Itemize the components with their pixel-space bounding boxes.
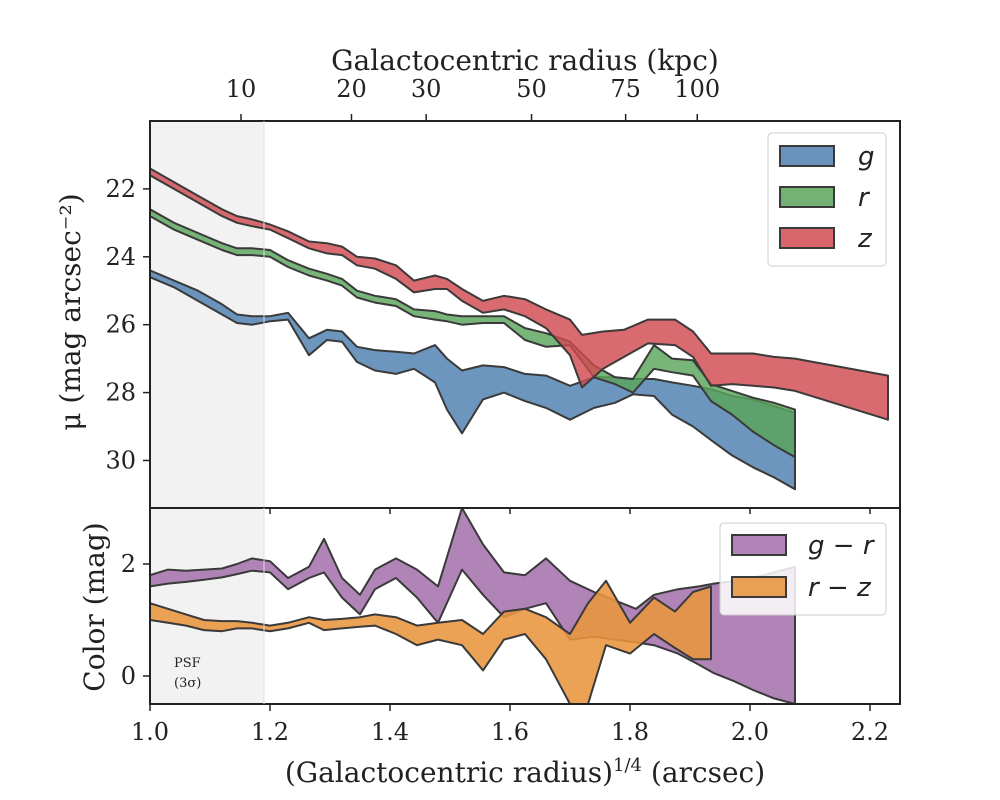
top-y-ticks: 22 24 26 28 30 [105, 175, 150, 474]
kpc-tick-label: 20 [336, 75, 367, 103]
legend-label-g-minus-r: g − r [808, 531, 876, 561]
legend-swatch-g [779, 145, 835, 167]
y-tick-label: 0 [121, 662, 136, 690]
psf-annotation-line1: PSF [174, 656, 201, 671]
x-tick-label: 1.4 [371, 718, 409, 746]
legend-swatch-r [779, 186, 835, 208]
top-axis-title: Galactocentric radius (kpc) [331, 44, 719, 77]
y-tick-label: 28 [105, 379, 136, 407]
color-panel: 02 1.0 1.2 1.4 1.6 1.8 2.0 2.2 (Galactocentric… [78, 507, 901, 789]
top-y-axis-title: μ (mag arcsec⁻²) [54, 193, 87, 430]
kpc-tick-label: 75 [610, 75, 641, 103]
x-tick-label: 2.2 [851, 718, 889, 746]
psf-annotation-line2: (3σ) [174, 676, 201, 691]
band-g [150, 269, 796, 491]
bottom-y-ticks: 02 [121, 550, 150, 690]
bottom-x-axis-title-sup: 1/4 [613, 755, 642, 776]
bottom-legend: g − r r − z [719, 522, 887, 616]
bottom-x-ticks: 1.0 1.2 1.4 1.6 1.8 2.0 2.2 [131, 704, 889, 746]
kpc-tick-label: 10 [226, 75, 257, 103]
top-legend: grz [767, 132, 887, 267]
x-tick-label: 1.2 [251, 718, 289, 746]
surface-brightness-panel: 22 24 26 28 30 10 20 30 50 75 100 Galactocentric … [54, 44, 901, 514]
kpc-tick-label: 30 [411, 75, 442, 103]
kpc-tick-label: 100 [674, 75, 720, 103]
x-tick-label: 1.6 [491, 718, 529, 746]
psf-shaded-region-bottom [150, 508, 264, 704]
y-tick-label: 24 [105, 243, 136, 271]
legend-label-g: g [858, 142, 875, 172]
bottom-panel-frame [149, 507, 901, 705]
legend-swatch-r-minus-z [731, 576, 787, 598]
kpc-tick-label: 50 [516, 75, 547, 103]
y-tick-label: 22 [105, 175, 136, 203]
y-tick-label: 26 [105, 311, 136, 339]
legend-label-r: r [858, 183, 871, 213]
x-tick-label: 1.0 [131, 718, 169, 746]
bottom-x-axis-title: (Galactocentric radius)1/4 (arcsec) [285, 755, 765, 789]
band-z [150, 167, 889, 421]
legend-swatch-g-minus-r [731, 534, 787, 556]
y-tick-label: 2 [121, 550, 136, 578]
x-tick-label: 2.0 [731, 718, 769, 746]
bottom-y-axis-title: Color (mag) [78, 522, 111, 691]
bottom-x-axis-title-unit: (arcsec) [642, 756, 765, 789]
x-tick-label: 1.8 [611, 718, 649, 746]
top-kpc-ticks: 10 20 30 50 75 100 [226, 75, 720, 121]
surface-brightness-series [150, 167, 889, 491]
legend-label-z: z [857, 224, 873, 254]
band-r-minus-z [150, 579, 712, 704]
band-r [150, 208, 796, 459]
legend-swatch-z [779, 227, 835, 249]
color-series [150, 508, 796, 704]
y-tick-label: 30 [105, 446, 136, 474]
bottom-x-axis-title-main: (Galactocentric radius) [285, 756, 613, 789]
legend-label-r-minus-z: r − z [808, 573, 872, 603]
